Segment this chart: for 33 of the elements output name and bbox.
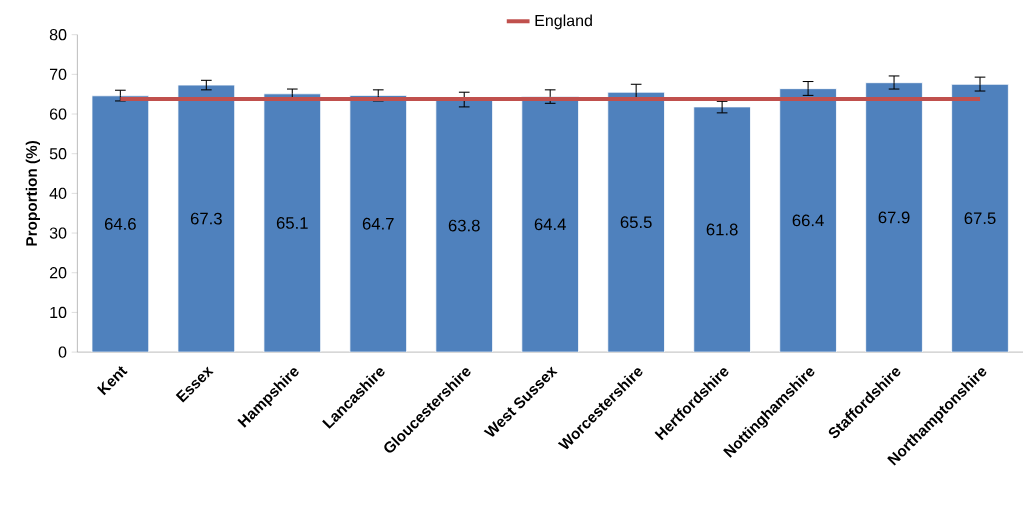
data-label: 67.5 — [964, 212, 996, 224]
legend-label: England — [535, 14, 592, 30]
data-label: 65.1 — [276, 216, 308, 229]
data-label: 64.6 — [104, 217, 136, 230]
bar — [865, 82, 923, 352]
bar — [263, 93, 322, 352]
bar — [693, 106, 751, 352]
bar — [779, 88, 837, 352]
bar — [435, 98, 493, 352]
data-label: 61.8 — [706, 223, 738, 236]
data-label: 64.7 — [362, 217, 394, 230]
bar — [951, 83, 1009, 352]
y-tick-label: 40 — [49, 187, 67, 199]
y-tick-label: 60 — [49, 108, 67, 120]
data-label: 65.5 — [620, 216, 652, 228]
y-tick-label: 80 — [49, 28, 67, 41]
y-tick-label: 20 — [49, 266, 67, 279]
y-tick-label: 0 — [58, 346, 67, 358]
bar — [349, 94, 408, 352]
bar — [521, 95, 579, 352]
data-label: 63.8 — [448, 219, 480, 232]
bar — [607, 91, 665, 352]
data-label: 67.9 — [878, 211, 910, 224]
data-label: 67.3 — [190, 212, 222, 225]
data-label: 64.4 — [534, 218, 566, 231]
y-tick-label: 70 — [49, 68, 67, 80]
y-tick-label: 30 — [49, 227, 67, 239]
bar — [91, 95, 150, 352]
y-tick-label: 10 — [50, 306, 67, 318]
y-tick-label: 50 — [49, 147, 67, 160]
bar — [177, 84, 236, 352]
data-label: 66.4 — [792, 214, 824, 227]
y-axis-title: Proportion (%) — [25, 140, 40, 246]
